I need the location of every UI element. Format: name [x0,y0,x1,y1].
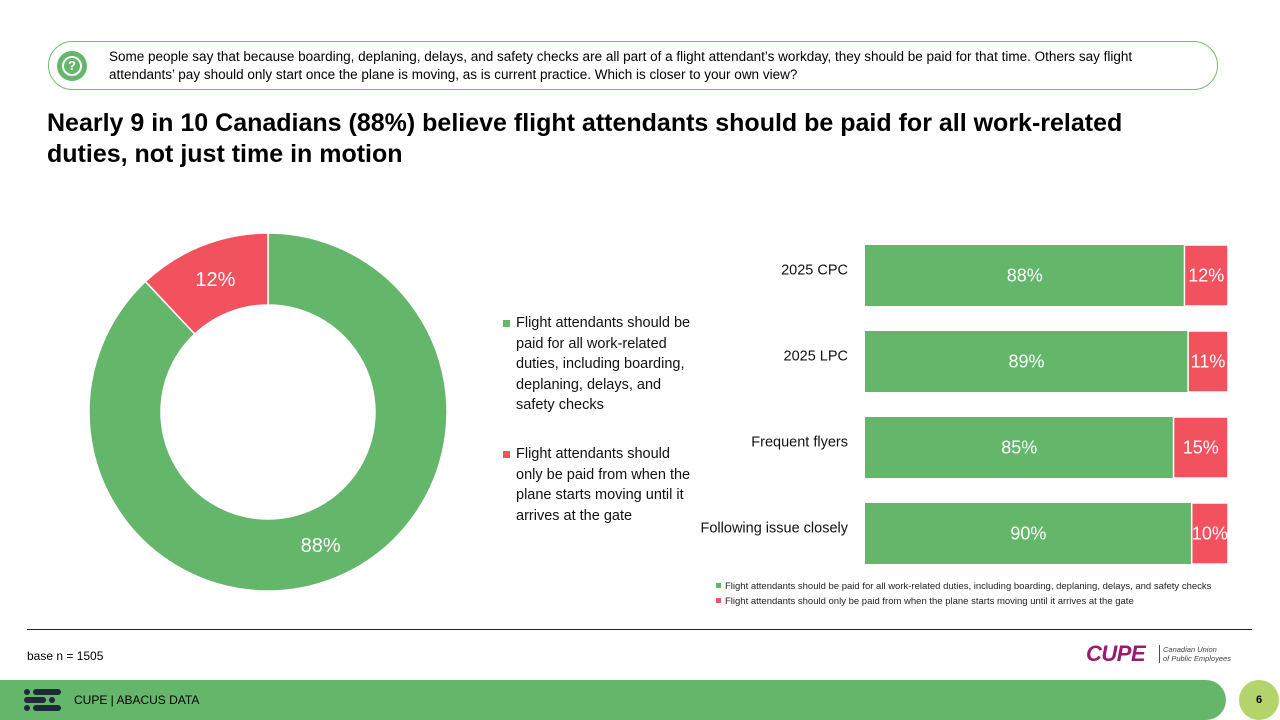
bar-data-label: 85% [1001,438,1037,458]
bar-category-label: 2025 CPC [781,263,848,279]
cupe-logo-line2: of Public Employees [1163,654,1231,663]
stacked-bar-chart: 2025 CPC 88% 12% 2025 LPC 89% 11% Frequent fly… [701,244,1229,565]
question-text: Some people say that because boarding, d… [109,49,1133,82]
donut-chart: 88% 12% [88,232,448,592]
donut-slice-2 [144,232,269,336]
bar-segment-green [865,503,1192,564]
bar-segment-red [1183,244,1229,307]
bar-segment-red [1187,330,1229,393]
footnote-divider [27,629,1252,630]
bar-segment-green [865,331,1189,392]
bar-data-label: 88% [1007,266,1043,286]
bar-legend-label-2: Flight attendants should only be paid fr… [725,596,1134,607]
footer-bar [0,680,1226,720]
bar-segment-red [1172,416,1229,479]
bar-segment-red [1190,502,1229,565]
bar-data-label: 11% [1191,352,1226,372]
bar-segment-green [865,417,1174,478]
question-mark-icon: ? [57,51,87,81]
bar-data-label: 12% [1188,266,1224,286]
donut-slice-label-2: 12% [195,269,235,291]
abacus-logo-icon [24,689,61,711]
bar-segment-green [865,245,1185,306]
bar-category-label: Frequent flyers [751,435,848,451]
donut-legend-label-2: Flight attendants should only be paid fr… [516,446,691,524]
donut-legend-item-2: Flight attendants should only be paid fr… [503,444,691,526]
cupe-logo-line1: Canadian Union [1163,645,1217,654]
bar-legend-item-2: Flight attendants should only be paid fr… [716,596,1134,607]
bar-data-label: 10% [1192,524,1228,544]
cupe-logo-word: CUPE [1086,641,1146,666]
legend-swatch-red [716,598,721,603]
bar-category-label: Following issue closely [701,521,849,537]
page-number: 6 [1239,680,1279,720]
bar-data-label: 15% [1183,438,1219,458]
donut-slice-1 [88,232,448,592]
cupe-logo: CUPE Canadian Union of Public Employees [1086,641,1231,667]
question-box: ? Some people say that because boarding,… [48,41,1218,90]
page-title: Nearly 9 in 10 Canadians (88%) believe f… [47,109,1123,168]
cupe-logo-subtitle: Canadian Union of Public Employees [1159,645,1231,663]
legend-swatch-red [503,451,510,458]
bar-data-label: 90% [1010,524,1046,544]
donut-legend-item-1: Flight attendants should be paid for all… [503,313,691,416]
bar-data-label: 89% [1009,352,1045,372]
legend-swatch-green [503,320,510,327]
bar-legend-label-1: Flight attendants should be paid for all… [725,581,1212,592]
donut-slice-label-1: 88% [301,535,341,557]
bar-category-label: 2025 LPC [784,349,849,365]
base-footnote: base n = 1505 [27,649,104,663]
bar-legend-item-1: Flight attendants should be paid for all… [716,581,1211,592]
footer-text: CUPE | ABACUS DATA [74,693,200,707]
legend-swatch-green [716,583,721,588]
donut-legend-label-1: Flight attendants should be paid for all… [516,315,691,413]
